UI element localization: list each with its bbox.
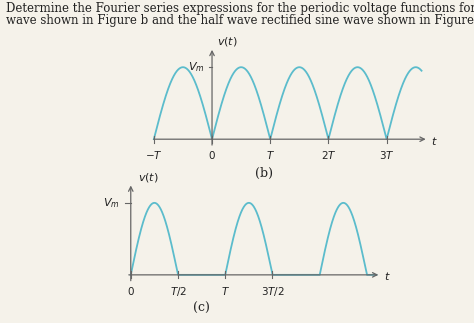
- Text: (b): (b): [255, 167, 273, 180]
- Text: $v(t)$: $v(t)$: [138, 171, 159, 184]
- Text: $-T$: $-T$: [145, 149, 163, 161]
- Text: $T$: $T$: [266, 149, 275, 161]
- Text: $t$: $t$: [384, 270, 391, 282]
- Text: Determine the Fourier series expressions for the periodic voltage functions for : Determine the Fourier series expressions…: [6, 2, 474, 15]
- Text: (c): (c): [193, 302, 210, 315]
- Text: $0$: $0$: [127, 285, 135, 297]
- Text: $0$: $0$: [208, 149, 216, 161]
- Text: $V_m$: $V_m$: [189, 60, 205, 74]
- Text: $t$: $t$: [431, 135, 438, 147]
- Text: $T$: $T$: [221, 285, 230, 297]
- Text: wave shown in Figure b and the half wave rectified sine wave shown in Figure c.: wave shown in Figure b and the half wave…: [6, 14, 474, 26]
- Text: $T/2$: $T/2$: [170, 285, 186, 298]
- Text: $3T/2$: $3T/2$: [261, 285, 284, 298]
- Text: $2T$: $2T$: [320, 149, 336, 161]
- Text: $V_m$: $V_m$: [103, 196, 119, 210]
- Text: $v(t)$: $v(t)$: [217, 36, 237, 48]
- Text: $3T$: $3T$: [379, 149, 394, 161]
